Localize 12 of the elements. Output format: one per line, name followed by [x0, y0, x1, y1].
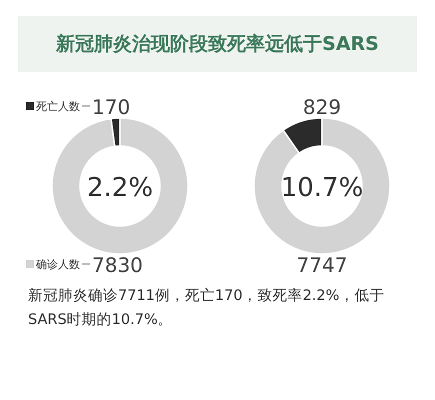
legend-label: 死亡人数 [36, 100, 80, 113]
chart-title: 新冠肺炎治现阶段致死率远低于SARS [18, 16, 417, 72]
data-label: 7747 [296, 253, 348, 277]
data-label: 7830 [92, 253, 143, 277]
legend-label: 确诊人数 [35, 258, 80, 271]
data-label: 170 [92, 95, 130, 119]
data-label: 829 [302, 95, 342, 119]
donut-slice [51, 117, 189, 255]
text: 10.7% [280, 173, 364, 203]
text: 2.2% [86, 173, 154, 203]
text: 新冠肺炎确诊7711例，死亡170，致死率2.2%，低于SARS时期的10.7%。 [28, 286, 386, 330]
donut-slice [253, 117, 391, 255]
